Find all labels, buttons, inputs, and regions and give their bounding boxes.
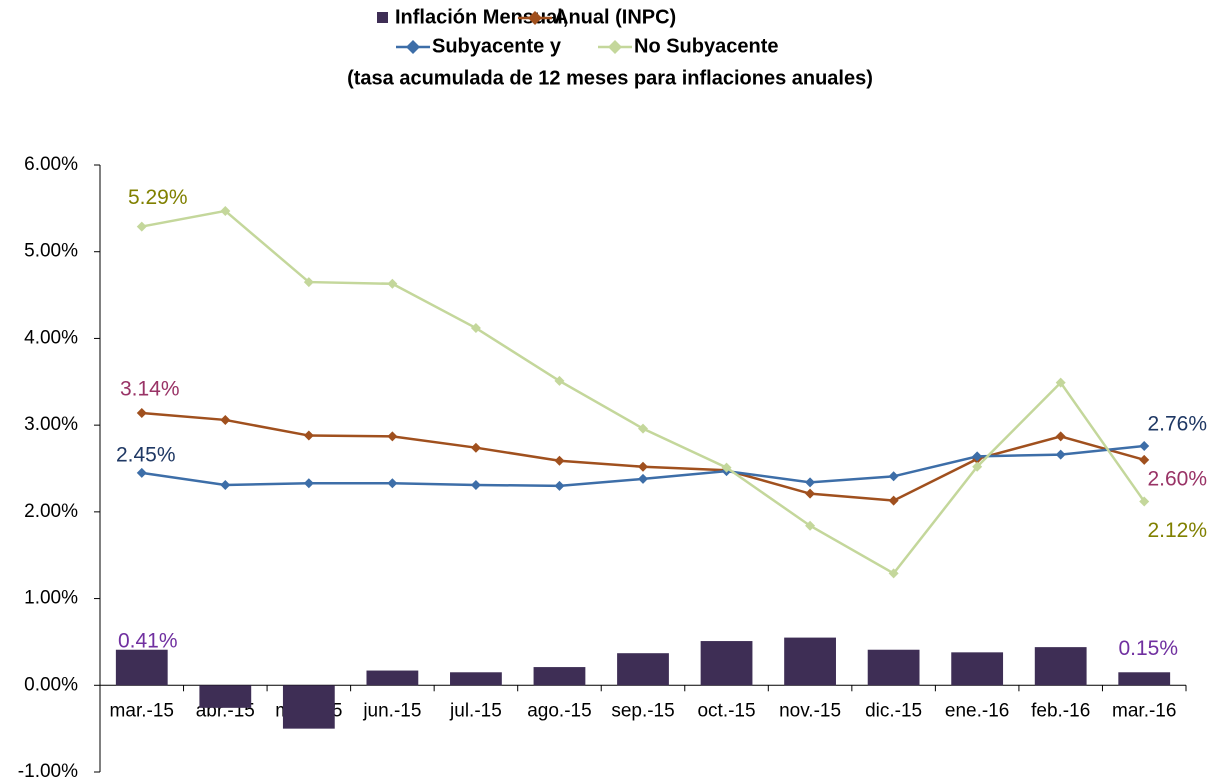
marker (303, 277, 314, 288)
x-tick-label: mar.-16 (1112, 700, 1176, 721)
bar (784, 637, 836, 686)
data-label: 0.41% (118, 629, 178, 652)
data-label: 2.12% (1147, 519, 1207, 542)
bar (366, 670, 419, 686)
y-tick-label: 0.00% (24, 674, 78, 695)
marker (972, 461, 983, 472)
marker (136, 221, 147, 232)
data-label: 2.45% (116, 443, 176, 466)
legend-marker (528, 11, 542, 25)
marker (888, 471, 899, 482)
marker (470, 442, 481, 453)
bar (1034, 647, 1087, 686)
marker (1055, 431, 1066, 442)
marker (888, 568, 899, 579)
marker (554, 375, 565, 386)
chart-title: (tasa acumulada de 12 meses para inflaci… (347, 67, 873, 89)
bar (450, 672, 502, 686)
data-label: 0.15% (1118, 637, 1178, 660)
marker (1139, 440, 1150, 451)
x-tick-label: jul.-15 (449, 700, 502, 721)
marker (972, 451, 983, 462)
marker (805, 520, 816, 531)
y-tick-label: 4.00% (24, 327, 78, 348)
bar (533, 667, 586, 686)
legend-label: No Subyacente (634, 35, 778, 57)
y-tick-label: 1.00% (24, 588, 78, 609)
marker (1055, 449, 1066, 460)
marker (888, 495, 899, 506)
x-tick-label: ago.-15 (527, 700, 591, 721)
data-label: 5.29% (128, 186, 188, 209)
y-tick-label: 2.00% (24, 501, 78, 522)
bar (867, 649, 920, 686)
x-tick-label: ene.-16 (945, 700, 1009, 721)
marker (638, 461, 648, 472)
marker (638, 423, 648, 434)
marker (721, 462, 732, 473)
marker (1139, 454, 1150, 465)
marker (470, 479, 481, 490)
marker (136, 467, 147, 478)
marker (387, 431, 398, 442)
y-tick-label: -1.00% (18, 761, 78, 782)
y-tick-label: 6.00% (24, 154, 78, 175)
marker (1055, 377, 1066, 388)
marker (303, 478, 314, 489)
legend-swatch (377, 12, 388, 23)
marker (470, 323, 481, 334)
marker (638, 473, 648, 484)
marker (220, 205, 231, 216)
bar (1118, 672, 1171, 686)
data-label: 2.76% (1147, 413, 1207, 436)
bar (700, 641, 753, 686)
legend-label: Subyacente y (432, 35, 562, 57)
data-label: 3.14% (120, 378, 180, 401)
marker (554, 455, 565, 466)
legend-label: Anual (INPC) (554, 6, 676, 28)
x-tick-label: feb.-16 (1031, 700, 1090, 721)
x-tick-label: jun.-15 (362, 700, 421, 721)
marker (387, 478, 398, 489)
line (141, 209, 1146, 576)
bar (282, 685, 335, 729)
marker (805, 477, 816, 488)
bar (951, 652, 1004, 686)
x-tick-label: mar.-15 (110, 700, 174, 721)
marker (1139, 496, 1150, 507)
marker (220, 479, 231, 490)
legend-marker (406, 40, 420, 54)
marker (554, 480, 565, 491)
marker (303, 430, 314, 441)
data-label: 2.60% (1147, 467, 1207, 490)
bar (115, 649, 168, 686)
bar (199, 685, 252, 708)
x-tick-label: oct.-15 (697, 700, 755, 721)
marker (805, 488, 816, 499)
marker (387, 278, 398, 289)
y-tick-label: 3.00% (24, 414, 78, 435)
marker (136, 408, 147, 419)
x-tick-label: dic.-15 (865, 700, 922, 721)
x-tick-label: nov.-15 (779, 700, 841, 721)
bar (617, 653, 669, 686)
legend-marker (608, 40, 622, 54)
y-tick-label: 5.00% (24, 241, 78, 262)
legend-label: Inflación Mensual, (395, 6, 568, 28)
marker (220, 414, 231, 425)
x-tick-label: sep.-15 (611, 700, 674, 721)
